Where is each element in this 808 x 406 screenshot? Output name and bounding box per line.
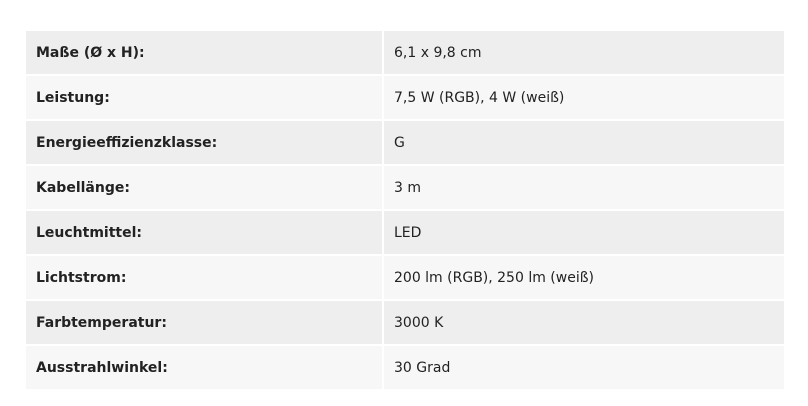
spec-row: Leuchtmittel: LED [26, 210, 784, 256]
spec-value: G [382, 120, 784, 166]
spec-label: Leistung: [26, 75, 384, 121]
spec-label: Lichtstrom: [26, 255, 384, 301]
spec-row: Energieeffizienzklasse: G [26, 120, 784, 166]
spec-label: Leuchtmittel: [26, 210, 384, 256]
spec-label: Ausstrahlwinkel: [26, 345, 384, 391]
spec-value: 30 Grad [382, 345, 784, 391]
spec-row: Ausstrahlwinkel: 30 Grad [26, 345, 784, 391]
spec-row: Kabellänge: 3 m [26, 165, 784, 211]
spec-row: Farbtemperatur: 3000 K [26, 300, 784, 346]
spec-label: Maße (Ø x H): [26, 29, 384, 76]
spec-table: Maße (Ø x H): 6,1 x 9,8 cm Leistung: 7,5 W … [26, 29, 784, 391]
spec-value: 7,5 W (RGB), 4 W (weiß) [382, 75, 784, 121]
spec-row: Maße (Ø x H): 6,1 x 9,8 cm [26, 29, 784, 76]
spec-value: 3000 K [382, 300, 784, 346]
spec-row: Lichtstrom: 200 lm (RGB), 250 lm (weiß) [26, 255, 784, 301]
spec-row: Leistung: 7,5 W (RGB), 4 W (weiß) [26, 75, 784, 121]
spec-value: LED [382, 210, 784, 256]
spec-value: 3 m [382, 165, 784, 211]
spec-label: Farbtemperatur: [26, 300, 384, 346]
spec-label: Energieeffizienzklasse: [26, 120, 384, 166]
spec-label: Kabellänge: [26, 165, 384, 211]
spec-value: 200 lm (RGB), 250 lm (weiß) [382, 255, 784, 301]
spec-value: 6,1 x 9,8 cm [382, 29, 784, 76]
